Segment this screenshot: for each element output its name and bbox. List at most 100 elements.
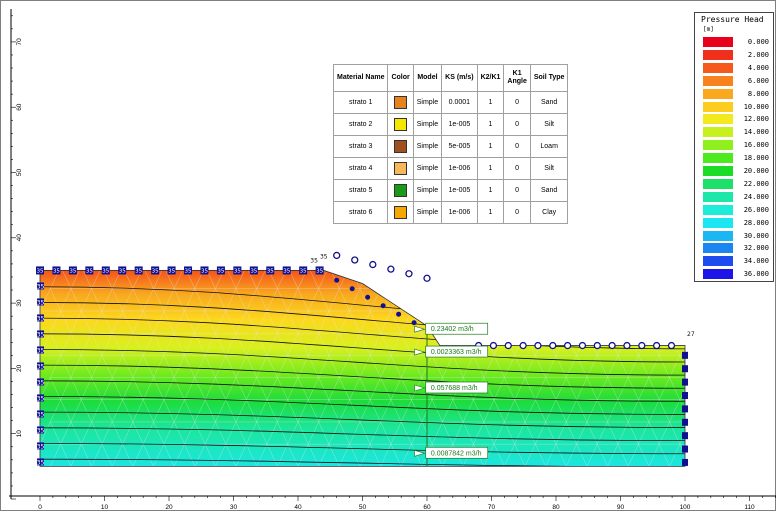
mesh-triangle (669, 270, 685, 289)
legend-entry: 12.000 (703, 114, 773, 125)
material-row[interactable]: strato 4 Simple 1e-006 1 0 Silt (332, 157, 569, 180)
mesh-triangle (163, 288, 185, 312)
boundary-node-left (37, 314, 44, 322)
boundary-node-left (37, 282, 44, 290)
legend-entry: 4.000 (703, 62, 773, 73)
mesh-triangle (60, 377, 82, 400)
mesh-triangle (81, 377, 103, 400)
material-row[interactable]: strato 1 Simple 0.0001 1 0 Sand (332, 91, 569, 114)
boundary-node-left (37, 394, 44, 402)
mesh-triangle (473, 421, 495, 445)
material-name: strato 2 (332, 113, 389, 136)
flux-value: 0.0023363 m3/h (431, 349, 482, 356)
mesh-triangle (122, 377, 144, 400)
mesh-triangle (235, 399, 257, 423)
node-head-label: 35 (53, 268, 60, 274)
contour-line (40, 458, 685, 467)
mesh-triangle (101, 288, 123, 312)
mesh-triangle (493, 288, 515, 312)
material-ks: 1e-006 (441, 201, 478, 224)
mesh-triangle (473, 288, 495, 312)
mesh-triangle (277, 443, 299, 467)
mesh-triangle (638, 288, 660, 312)
mesh-triangle (349, 288, 371, 312)
boundary-node-top (184, 266, 193, 275)
mesh-triangle (628, 270, 650, 289)
mesh-triangle (514, 377, 536, 400)
mesh-triangle (122, 332, 144, 356)
boundary-node-top (233, 266, 242, 275)
material-soil: Silt (529, 113, 569, 136)
mesh-triangle (318, 310, 340, 334)
contour-line (40, 443, 685, 455)
mesh-triangle (586, 270, 608, 289)
mesh-triangle (566, 443, 588, 467)
material-color-swatch (394, 162, 408, 175)
seepage-face-node (578, 341, 587, 350)
flux-value: 0.23402 m3/h (431, 326, 474, 333)
legend-color-swatch (703, 37, 733, 47)
material-model: Simple (412, 135, 443, 158)
legend-entry: 0.000 (703, 37, 773, 47)
mesh-triangle (174, 399, 196, 423)
boundary-node-right (682, 432, 688, 440)
material-row[interactable]: strato 6 Simple 1e-006 1 0 Clay (332, 201, 569, 224)
mesh-triangle (390, 377, 412, 400)
mesh-triangle (648, 310, 670, 334)
mesh-triangle (194, 354, 216, 378)
mesh-triangle (91, 310, 113, 334)
mesh-triangle (638, 421, 660, 445)
mesh-triangle (102, 244, 123, 266)
mesh-triangle (143, 377, 165, 400)
seepage-face-node (623, 341, 631, 350)
mesh-triangle (50, 399, 72, 423)
mesh-triangle (432, 421, 454, 445)
x-tick-label: 20 (165, 504, 173, 511)
material-k2k1: 1 (476, 91, 505, 114)
mesh-triangle (163, 377, 185, 400)
mesh-triangle (163, 421, 185, 445)
mesh-triangle (555, 421, 577, 445)
boundary-node-right (682, 351, 688, 359)
legend-color-swatch (703, 269, 733, 280)
mesh-triangle (566, 399, 588, 423)
flux-arrow (414, 325, 426, 333)
material-soil: Clay (529, 201, 569, 224)
boundary-node-top (200, 266, 209, 275)
mesh-triangle (628, 310, 650, 334)
mesh-triangle (246, 377, 268, 400)
flux-label-box (425, 446, 489, 459)
mesh-triangle (297, 310, 319, 334)
mesh-triangle (524, 310, 546, 334)
material-row[interactable]: strato 2 Simple 1e-005 1 0 Silt (332, 113, 569, 136)
mesh-triangle (40, 244, 61, 266)
material-model: Simple (412, 113, 443, 136)
mesh-triangle (390, 421, 412, 445)
mesh-triangle (153, 443, 175, 467)
mesh-triangle (432, 288, 454, 312)
col-model: Model (412, 64, 443, 92)
node-head-label: 35 (37, 315, 45, 322)
mesh-triangle (61, 244, 82, 266)
node-head-label: 35 (316, 268, 323, 274)
legend-value: 12.000 (743, 115, 769, 124)
mesh-triangle (297, 270, 319, 289)
boundary-node-top (36, 266, 44, 275)
boundary-node-top (52, 266, 61, 275)
col-soil-type: Soil Type (529, 64, 569, 92)
legend-color-swatch (703, 191, 733, 202)
legend-color-swatch (703, 127, 733, 138)
boundary-node-right (682, 405, 688, 413)
material-name: strato 4 (332, 157, 389, 180)
material-row[interactable]: strato 3 Simple 5e-005 1 0 Loam (332, 135, 569, 158)
legend-value: 10.000 (743, 102, 769, 111)
material-row[interactable]: strato 5 Simple 1e-005 1 0 Sand (332, 179, 569, 202)
legend-value: 8.000 (747, 89, 769, 98)
legend-color-swatch (703, 140, 733, 151)
material-ks: 5e-005 (441, 135, 478, 158)
x-tick-label: 90 (617, 504, 625, 511)
mesh-triangle (40, 421, 61, 445)
boundary-node-right (682, 418, 688, 426)
